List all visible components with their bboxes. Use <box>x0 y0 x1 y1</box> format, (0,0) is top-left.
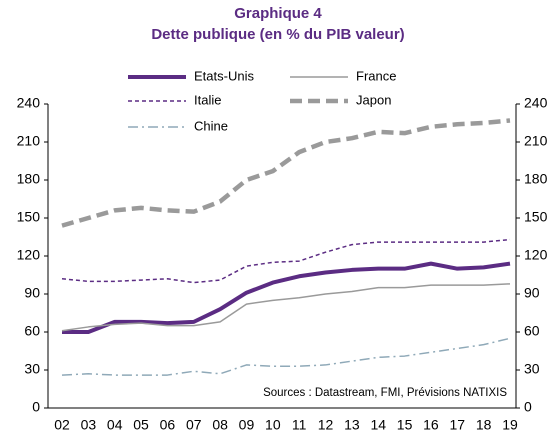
x-tick-label: 09 <box>239 417 255 433</box>
y-tick-label: 30 <box>24 361 40 377</box>
x-tick-label: 03 <box>81 417 97 433</box>
series-line <box>61 283 511 332</box>
x-tick-label: 13 <box>344 417 360 433</box>
y-tick-label: 180 <box>17 171 41 187</box>
series-line <box>61 337 511 376</box>
y2-tick-label: 180 <box>524 171 548 187</box>
y2-tick-label: 120 <box>524 247 548 263</box>
chart-subtitle: Dette publique (en % du PIB valeur) <box>151 26 404 43</box>
source-note: Sources : Datastream, FMI, Prévisions NA… <box>263 387 507 399</box>
y-tick-label: 90 <box>24 285 40 301</box>
x-tick-label: 19 <box>502 417 518 433</box>
y-tick-label: 210 <box>17 133 41 149</box>
y2-tick-label: 60 <box>524 323 540 339</box>
legend-label: Japon <box>356 92 391 107</box>
series-line <box>61 238 511 284</box>
x-tick-label: 15 <box>397 417 413 433</box>
legend-label: Italie <box>194 92 221 107</box>
y-tick-label: 120 <box>17 247 41 263</box>
series-line <box>62 261 511 334</box>
x-tick-label: 18 <box>476 417 492 433</box>
x-tick-label: 14 <box>370 417 386 433</box>
x-tick-label: 17 <box>450 417 466 433</box>
x-tick-label: 07 <box>186 417 202 433</box>
x-tick-label: 10 <box>265 417 281 433</box>
x-tick-label: 12 <box>318 417 334 433</box>
chart-title: Graphique 4 <box>234 5 322 22</box>
x-tick-label: 04 <box>107 417 123 433</box>
y2-tick-label: 240 <box>524 95 548 111</box>
x-tick-label: 06 <box>160 417 176 433</box>
y2-tick-label: 210 <box>524 133 548 149</box>
x-tick-label: 08 <box>212 417 228 433</box>
legend-label: Chine <box>194 118 228 133</box>
y2-tick-label: 30 <box>524 361 540 377</box>
series-line <box>61 118 511 228</box>
x-tick-label: 02 <box>54 417 70 433</box>
x-tick-label: 05 <box>133 417 149 433</box>
legend-label: Etats-Unis <box>194 68 254 83</box>
y-tick-label: 150 <box>17 209 41 225</box>
y2-tick-label: 0 <box>524 399 532 415</box>
legend-label: France <box>356 68 396 83</box>
y-tick-label: 0 <box>32 399 40 415</box>
x-tick-label: 16 <box>423 417 439 433</box>
y2-tick-label: 90 <box>524 285 540 301</box>
y-tick-label: 240 <box>17 95 41 111</box>
y-tick-label: 60 <box>24 323 40 339</box>
y2-tick-label: 150 <box>524 209 548 225</box>
x-tick-label: 11 <box>292 417 307 433</box>
